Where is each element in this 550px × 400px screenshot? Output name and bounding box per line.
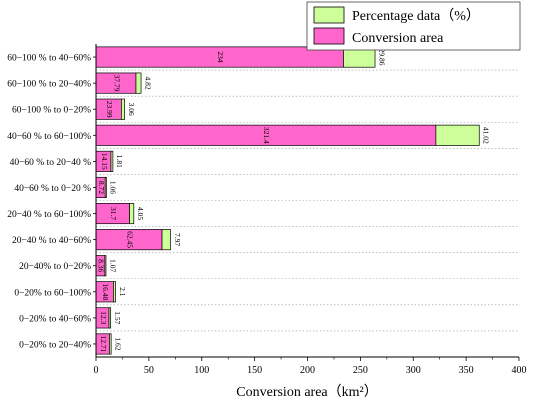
data-label-percentage: 1.57 [113, 311, 122, 324]
data-label-percentage: 1.07 [108, 259, 117, 272]
bar-percentage-data [104, 176, 107, 198]
data-label-conversion: 12.3 [99, 311, 108, 324]
bar-percentage-data [109, 333, 112, 355]
x-tick-label: 0 [94, 365, 99, 376]
y-tick-label: 40−60 % to 60−100% [7, 132, 91, 142]
data-label-conversion: 16.48 [101, 283, 110, 300]
bar-percentage-data [129, 203, 135, 225]
data-label-conversion: 234 [216, 51, 225, 63]
legend-label-percentage: Percentage data（%） [352, 8, 480, 24]
data-label-percentage: 7.97 [173, 233, 182, 246]
y-tick-label: 20−40% to 0−20% [19, 262, 91, 272]
data-label-conversion: 8.36 [97, 259, 106, 272]
y-tick-label: 20−40 % to 40−60% [12, 236, 91, 246]
bar-percentage-data [108, 307, 112, 329]
y-tick-label: 60−100 % to 40−60% [7, 54, 91, 64]
x-tick-label: 150 [247, 365, 262, 376]
data-label-percentage: 1.81 [115, 155, 124, 168]
x-tick-label: 350 [459, 365, 474, 376]
data-label-percentage: 1.06 [109, 181, 118, 194]
bar-percentage-data [135, 72, 142, 94]
y-tick-label: 40−60 % to 0−20 % [14, 184, 91, 194]
data-label-percentage: 3.06 [127, 103, 136, 116]
data-label-percentage: 4.82 [143, 77, 152, 90]
data-label-conversion: 37.79 [112, 75, 121, 92]
data-label-conversion: 8.72 [97, 181, 106, 194]
legend-swatch-percentage [313, 6, 345, 24]
y-tick-label: 40−60 % to 20−40 % [10, 158, 92, 168]
axes-layer: 60−100 % to 40−60% 60−100 % to 20−40% 60−1… [7, 44, 527, 376]
data-label-conversion: 14.15 [100, 153, 109, 170]
x-tick-label: 250 [353, 365, 368, 376]
x-tick-label: 300 [406, 365, 421, 376]
data-label-conversion: 23.99 [105, 101, 114, 118]
bar-percentage-data [435, 124, 480, 146]
bar-percentage-data [113, 281, 116, 303]
legend: Percentage data（%） Conversion area [306, 1, 521, 51]
data-label-percentage: 4.05 [136, 207, 145, 220]
data-label-conversion: 31.7 [109, 207, 118, 220]
data-label-conversion: 12.71 [99, 336, 108, 353]
x-tick-label: 50 [144, 365, 154, 376]
y-tick-label: 0−20% to 20−40% [19, 340, 91, 350]
x-axis-title: Conversion area（km²） [236, 384, 377, 400]
y-tick-label: 60−100 % to 20−40% [7, 80, 91, 90]
x-tick-label: 100 [194, 365, 209, 376]
y-tick-label: 0−20% to 60−100% [14, 288, 91, 298]
data-label-percentage: 41.02 [482, 127, 491, 144]
y-tick-label: 20−40 % to 60−100% [7, 210, 91, 220]
bars-layer: 234 29.86 37.79 4.82 23.99 3.06 321.4 41.02 14.1… [95, 46, 491, 355]
data-label-percentage: 2.1 [118, 287, 127, 297]
legend-swatch-conversion [313, 27, 345, 45]
x-tick-label: 200 [300, 365, 315, 376]
bar-percentage-data [104, 255, 107, 277]
bar-percentage-data [110, 150, 114, 172]
data-label-conversion: 321.4 [262, 127, 271, 144]
y-tick-label: 60−100 % to 0−20% [12, 106, 91, 116]
data-label-percentage: 1.62 [113, 337, 122, 350]
data-label-percentage: 29.86 [377, 49, 386, 66]
bar-percentage-data [121, 98, 125, 120]
bar-percentage-data [161, 229, 171, 251]
x-tick-label: 400 [512, 365, 527, 376]
legend-label-conversion: Conversion area [352, 31, 444, 46]
data-label-conversion: 62.45 [125, 231, 134, 248]
y-tick-label: 0−20% to 40−60% [19, 314, 91, 324]
grid-lines [96, 69, 519, 332]
